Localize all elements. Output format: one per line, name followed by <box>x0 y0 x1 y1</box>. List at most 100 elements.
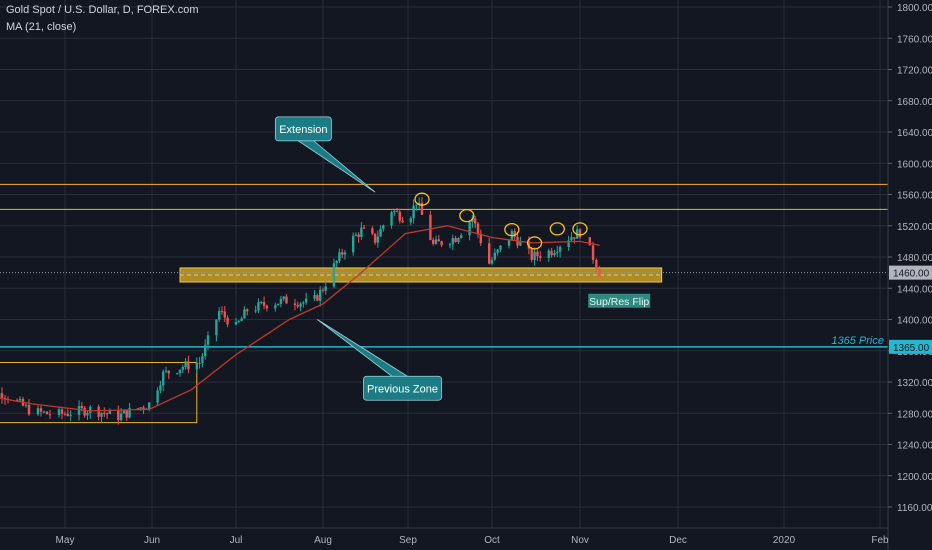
candle-body <box>379 228 382 237</box>
candle <box>204 339 207 360</box>
candle-body <box>398 211 401 221</box>
candle <box>63 411 67 416</box>
candle-body <box>69 415 72 417</box>
candle-body <box>66 413 70 416</box>
candle <box>36 405 40 416</box>
candle <box>479 229 482 246</box>
candle-body <box>260 302 263 304</box>
candle <box>69 410 72 422</box>
callout-extension[interactable]: Extension <box>274 116 376 193</box>
candle-body <box>279 298 283 304</box>
candle-body <box>125 410 128 418</box>
candle <box>313 290 316 302</box>
candle-body <box>220 311 224 313</box>
candle <box>321 287 325 293</box>
candle-body <box>42 411 46 413</box>
candle <box>338 248 341 263</box>
candle <box>533 247 536 266</box>
last-price-axis-tag: 1460.00 <box>889 265 932 280</box>
candle-body <box>373 233 377 243</box>
y-tick-label: 1720.00 <box>897 66 932 77</box>
candle <box>354 232 358 237</box>
candle-body <box>454 238 457 242</box>
y-tick-label: 1240.00 <box>897 441 932 452</box>
candle-body <box>83 408 86 416</box>
candle <box>536 249 539 262</box>
candle <box>507 239 511 249</box>
candle-body <box>128 408 131 418</box>
callout-previous-zone[interactable]: Previous Zone <box>317 319 442 401</box>
candle-body <box>63 413 67 415</box>
candle <box>448 242 452 249</box>
candle <box>316 293 319 302</box>
candle-body <box>550 250 553 256</box>
candle-body <box>460 235 463 239</box>
candle-body <box>257 302 260 311</box>
candle-body <box>167 370 170 374</box>
candle <box>201 353 204 368</box>
candle <box>86 410 89 420</box>
indicator-label[interactable]: MA (21, close) <box>6 21 77 33</box>
symbol-title[interactable]: Gold Spot / U.S. Dollar, D, FOREX.com <box>6 4 199 16</box>
horizontal-levels[interactable] <box>0 183 888 348</box>
time-axis[interactable]: May Jun Jul Aug Sep Oct Nov Dec 2020 Feb <box>56 535 890 546</box>
axis-tag-bg <box>889 339 932 354</box>
candle <box>595 258 598 272</box>
candle <box>539 251 542 262</box>
x-tick-label: Feb <box>871 535 889 546</box>
previous-range-box[interactable] <box>0 361 198 424</box>
candle <box>198 356 201 369</box>
peak-markers <box>414 192 588 250</box>
candle <box>493 248 497 261</box>
candle <box>108 408 112 415</box>
candle-body <box>409 218 412 223</box>
candle-body <box>136 408 140 410</box>
candle-body <box>376 236 380 243</box>
y-tick-label: 1520.00 <box>897 222 932 233</box>
candle <box>468 220 471 241</box>
candle-body <box>451 238 454 245</box>
candle-body <box>343 252 347 255</box>
candle-body <box>527 241 531 249</box>
candle-body <box>237 321 241 323</box>
axis-tag-text: 1365.00 <box>893 343 930 354</box>
candle-body <box>321 289 325 291</box>
candle-body <box>164 370 168 372</box>
y-tick-label: 1320.00 <box>897 378 932 389</box>
peak-marker-circle <box>572 222 588 236</box>
candle <box>257 298 260 313</box>
candle-body <box>243 309 246 319</box>
candle-body <box>415 204 418 206</box>
sup-res-flip-text: Sup/Res Flip <box>589 296 649 308</box>
candle <box>42 410 46 414</box>
candle <box>401 216 404 223</box>
candle-body <box>490 259 494 264</box>
candle <box>382 224 385 232</box>
candle-body <box>340 252 344 255</box>
candle-body <box>440 241 443 246</box>
candle-body <box>246 309 249 312</box>
candle-body <box>156 390 159 403</box>
annotations[interactable]: Extension Previous Zone Sup/Res Flip 1365 P… <box>274 116 884 401</box>
y-tick-label: 1760.00 <box>897 34 932 45</box>
candle-body <box>519 241 522 246</box>
candle-body <box>420 202 424 215</box>
candle-body <box>471 218 474 223</box>
price-line-label[interactable]: 1365 Price <box>831 335 884 347</box>
candle-body <box>80 406 84 409</box>
candle-body <box>588 237 591 246</box>
candle-body <box>103 412 106 414</box>
candle-body <box>184 361 187 368</box>
candle-body <box>539 256 542 258</box>
candle-body <box>437 239 440 242</box>
candle <box>530 246 533 263</box>
x-tick-label: Oct <box>484 535 500 546</box>
sup-res-flip-label[interactable]: Sup/Res Flip <box>588 293 651 308</box>
callout-text: Previous Zone <box>367 383 438 395</box>
candle <box>496 248 499 256</box>
candle <box>167 370 170 379</box>
candle <box>343 249 347 260</box>
candle <box>279 295 283 308</box>
candle-body <box>105 413 109 415</box>
